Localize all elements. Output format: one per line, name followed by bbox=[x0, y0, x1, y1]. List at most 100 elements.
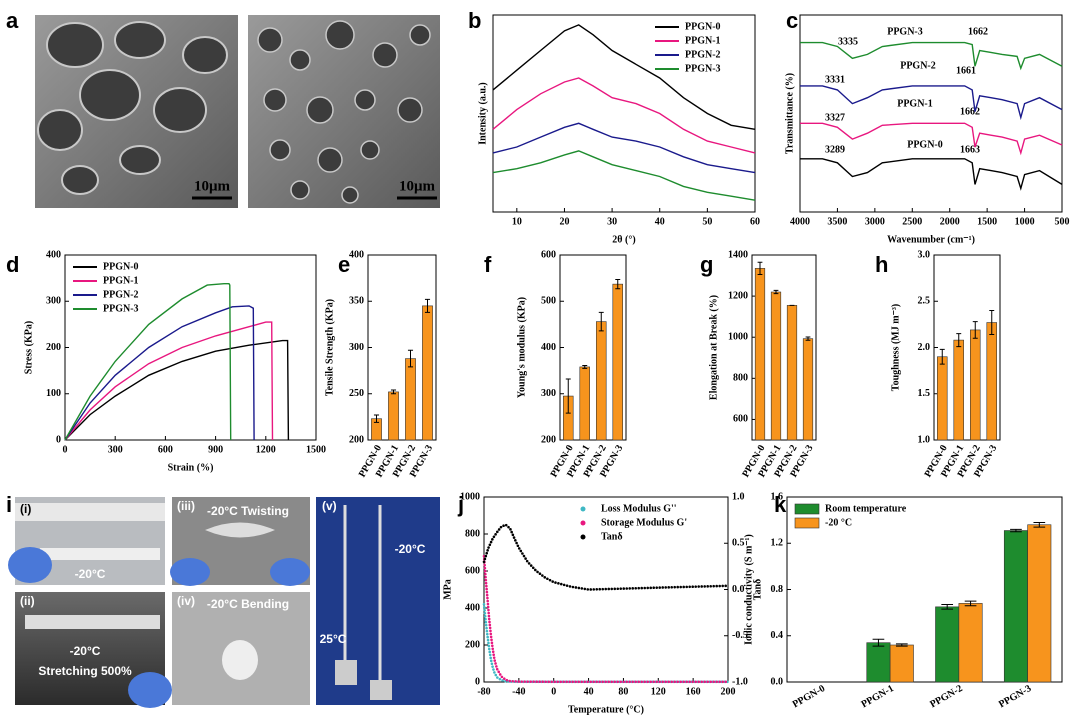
error-bar bbox=[872, 638, 885, 647]
line-series bbox=[482, 603, 730, 684]
photo-tag: (iii) bbox=[177, 499, 195, 513]
pores bbox=[37, 21, 228, 195]
y-axis-title: Toughness (MJ m⁻³) bbox=[890, 304, 901, 391]
line-series bbox=[64, 305, 255, 441]
legend-swatch bbox=[580, 534, 586, 540]
y-tick-label: 3.0 bbox=[918, 249, 931, 260]
y-tick-label: 250 bbox=[349, 388, 364, 399]
x-tick-label: 30 bbox=[607, 216, 617, 227]
y-tick-label: 1.6 bbox=[771, 491, 784, 502]
line-series bbox=[492, 24, 756, 130]
x-tick-label: 40 bbox=[655, 216, 665, 227]
error-bar bbox=[939, 348, 945, 365]
glove bbox=[8, 547, 52, 583]
y-tick-label: 400 bbox=[465, 602, 480, 613]
bar bbox=[935, 606, 960, 683]
x-tick-label: 1500 bbox=[977, 216, 997, 227]
error-bar bbox=[1033, 521, 1046, 528]
y-tick-label: 600 bbox=[541, 249, 556, 260]
legend-label: Room temperature bbox=[825, 503, 907, 514]
x-tick-label: -80 bbox=[477, 686, 490, 697]
sem-images: a 10μm 10μm bbox=[6, 8, 440, 208]
annotation: PPGN-0 bbox=[907, 139, 943, 150]
photo-caption: 25°C bbox=[320, 632, 347, 646]
x-tick-label: PPGN-0 bbox=[791, 683, 827, 710]
y-tick-label: 1.0 bbox=[918, 434, 931, 445]
error-bar bbox=[972, 321, 978, 339]
x-tick-label: 600 bbox=[158, 444, 173, 455]
x-tick-label: 20 bbox=[559, 216, 569, 227]
y-tick-label: 800 bbox=[465, 528, 480, 539]
y-tick-label: 200 bbox=[465, 639, 480, 650]
legend-swatch bbox=[794, 517, 820, 529]
legend-label: PPGN-0 bbox=[103, 261, 139, 272]
glove bbox=[128, 672, 172, 708]
x-tick-label: PPGN-3 bbox=[997, 683, 1033, 710]
y-tick-label: 300 bbox=[541, 388, 556, 399]
annotation: 3289 bbox=[825, 144, 845, 155]
y-tick-label: 0.8 bbox=[771, 584, 784, 595]
y-axis-title: Elongation at Break (%) bbox=[708, 295, 719, 400]
error-bar bbox=[1010, 528, 1022, 533]
error-bar bbox=[582, 365, 588, 369]
x-tick-label: 2000 bbox=[940, 216, 960, 227]
bar bbox=[388, 391, 399, 441]
x-tick-label: 120 bbox=[651, 686, 666, 697]
x-tick-label: PPGN-2 bbox=[928, 683, 964, 710]
x-tick-label: 1200 bbox=[256, 444, 276, 455]
y2-tick-label: 0.5 bbox=[732, 538, 745, 549]
annotation: PPGN-1 bbox=[897, 98, 933, 109]
annotation: 1663 bbox=[960, 144, 980, 155]
ruler bbox=[15, 503, 165, 521]
y-tick-label: 1.5 bbox=[918, 388, 931, 399]
y-tick-label: 1.2 bbox=[771, 538, 784, 549]
photo-tag: (v) bbox=[322, 499, 337, 513]
line-series bbox=[492, 122, 756, 174]
y-tick-label: 500 bbox=[541, 296, 556, 307]
x-tick-label: 50 bbox=[702, 216, 712, 227]
photo-tag: (iv) bbox=[177, 594, 195, 608]
y-tick-label: 200 bbox=[46, 342, 61, 353]
x-tick-label: 2500 bbox=[902, 216, 922, 227]
annotation: PPGN-3 bbox=[887, 26, 923, 37]
y-tick-label: 0.4 bbox=[771, 630, 784, 641]
annotation: 1661 bbox=[956, 65, 976, 76]
y-tick-label: 0.0 bbox=[771, 676, 784, 687]
y-tick-label: 300 bbox=[349, 342, 364, 353]
photo-caption: -20°C bbox=[395, 542, 426, 556]
x-tick-label: 900 bbox=[208, 444, 223, 455]
photo-tag: (ii) bbox=[20, 594, 35, 608]
y-axis-title: Young's modulus (KPa) bbox=[516, 297, 527, 398]
photo-tag: (i) bbox=[20, 502, 31, 516]
error-bar bbox=[956, 333, 962, 348]
line-series bbox=[800, 41, 1063, 71]
line-series bbox=[64, 321, 274, 441]
bar bbox=[422, 305, 433, 441]
legend-label: Loss Modulus G'' bbox=[601, 503, 677, 514]
y-tick-label: 400 bbox=[349, 249, 364, 260]
panel-letter: f bbox=[484, 252, 492, 277]
line-series bbox=[800, 122, 1063, 156]
error-bar bbox=[390, 389, 397, 395]
y-axis-title: Ionic conductivity (S m⁻¹) bbox=[743, 534, 754, 645]
plot-frame bbox=[799, 14, 1063, 213]
error-bar bbox=[895, 643, 908, 647]
x-tick-label: PPGN-1 bbox=[859, 683, 895, 710]
annotation: PPGN-2 bbox=[900, 60, 936, 71]
annotation: 1662 bbox=[960, 106, 980, 117]
y-axis-title: Tensile Strength (KPa) bbox=[324, 299, 335, 396]
panel-letter: i bbox=[6, 492, 12, 517]
x-tick-label: 0 bbox=[63, 444, 68, 455]
legend-swatch bbox=[580, 506, 586, 512]
legend-label: -20 °C bbox=[825, 517, 852, 528]
y-tick-label: 0 bbox=[56, 434, 61, 445]
legend-label: Storage Modulus G' bbox=[601, 517, 687, 528]
legend-label: PPGN-3 bbox=[685, 63, 721, 74]
line-series bbox=[482, 554, 730, 684]
panel-letter: g bbox=[700, 252, 713, 277]
line-series bbox=[492, 150, 756, 201]
photo bbox=[316, 497, 440, 705]
annotation: 3331 bbox=[825, 74, 845, 85]
panel-letter: b bbox=[468, 8, 481, 33]
